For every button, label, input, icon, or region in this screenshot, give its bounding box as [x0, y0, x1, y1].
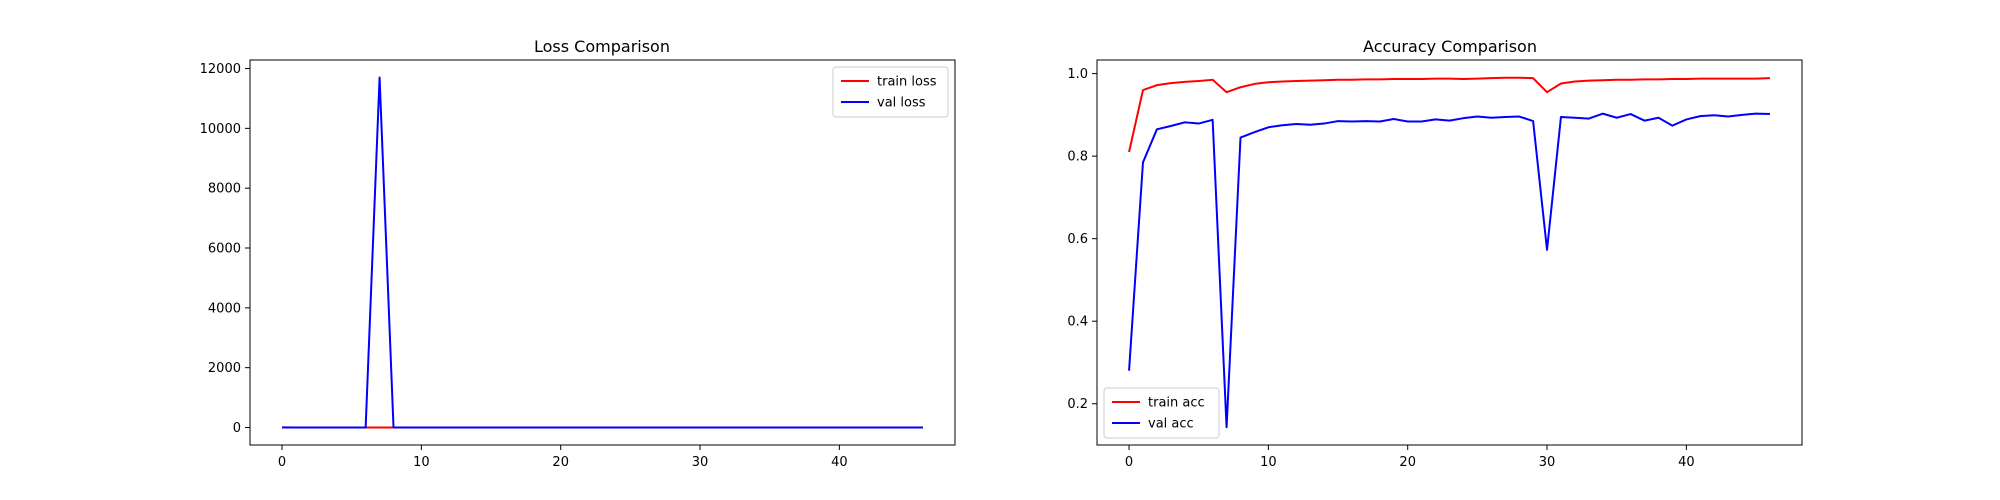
- y-tick-label: 4000: [208, 301, 241, 316]
- y-tick-label: 0.8: [1067, 150, 1088, 165]
- loss-comparison-chart: Loss Comparison 0 10 20 30 40 0 2000 4000 6000 8…: [200, 37, 956, 470]
- legend-label: val acc: [1148, 417, 1194, 432]
- y-axis-ticks: 0.2 0.4 0.6 0.8 1.0: [1067, 67, 1097, 412]
- accuracy-comparison-chart: Accuracy Comparison 0 10 20 30 40 0.20.40.60…: [1067, 37, 1803, 470]
- legend: train acc val acc: [1103, 387, 1220, 439]
- series-line-val-loss: [282, 76, 923, 429]
- legend-box: [1103, 387, 1220, 439]
- series-layer: [1128, 76, 1770, 429]
- chart-title: Accuracy Comparison: [1363, 37, 1537, 56]
- x-tick-label: 0: [278, 455, 286, 470]
- y-tick-label: 0.4: [1067, 315, 1088, 330]
- series-layer: [282, 76, 923, 429]
- y-tick-label: 6000: [208, 242, 241, 257]
- plot-frame: [249, 59, 956, 446]
- x-tick-label: 20: [552, 455, 569, 470]
- y-tick-label: 0.6: [1067, 232, 1088, 247]
- series-line-train-acc: [1128, 76, 1770, 153]
- y-axis-ticks: 0 2000 4000 6000 8000 10000 12000: [200, 62, 250, 436]
- x-tick-label: 10: [1260, 455, 1277, 470]
- x-tick-label: 40: [1678, 455, 1695, 470]
- x-tick-label: 10: [413, 455, 430, 470]
- x-tick-label: 30: [692, 455, 709, 470]
- y-tick-label: 10000: [200, 122, 241, 137]
- plot-frame: [1096, 59, 1803, 446]
- legend-label: train loss: [877, 75, 937, 90]
- x-tick-label: 0: [1125, 455, 1133, 470]
- x-tick-label: 20: [1399, 455, 1416, 470]
- legend-label: train acc: [1148, 396, 1205, 411]
- legend-box: [832, 66, 949, 118]
- x-tick-label: 30: [1539, 455, 1556, 470]
- y-tick-label: 12000: [200, 62, 241, 77]
- chart-title: Loss Comparison: [534, 37, 670, 56]
- y-tick-label: 0: [233, 421, 241, 436]
- x-axis-ticks: 0 10 20 30 40: [1125, 445, 1695, 470]
- y-tick-label: 2000: [208, 361, 241, 376]
- y-tick-label: 1.0: [1067, 67, 1088, 82]
- y-tick-label: 8000: [208, 182, 241, 197]
- legend: train loss val loss: [832, 66, 949, 118]
- legend-label: val loss: [877, 96, 926, 111]
- x-axis-ticks: 0 10 20 30 40: [278, 445, 848, 470]
- series-line-val-acc: [1128, 112, 1770, 429]
- x-tick-label: 40: [831, 455, 848, 470]
- y-tick-label: 0.2: [1067, 397, 1088, 412]
